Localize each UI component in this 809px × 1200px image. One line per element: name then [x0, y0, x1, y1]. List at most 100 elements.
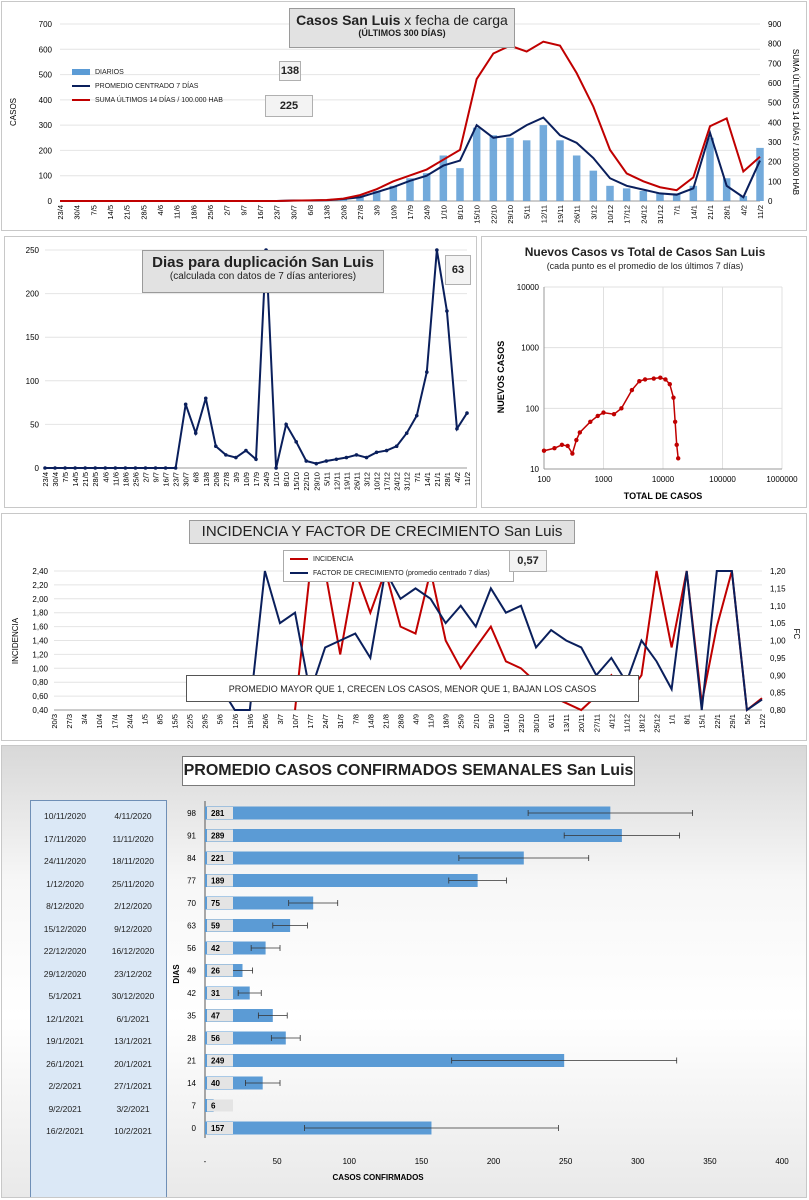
x-tick-label: 23/4	[41, 472, 50, 487]
data-label-bg	[207, 897, 233, 909]
incidencia-chart: 0,40 0,60 0,80 1,00 1,20 1,40 1,60 1,80 2,00 2,20…	[11, 567, 801, 733]
data-point	[672, 419, 678, 424]
data-point	[619, 406, 624, 411]
data-point	[642, 377, 648, 382]
x-tick-label: 17/4	[110, 714, 119, 729]
x-tick-label: 20/8	[339, 205, 348, 220]
x-tick-label: 30/7	[182, 472, 191, 487]
bar	[356, 195, 364, 201]
y-tick-label: 1000	[521, 344, 539, 353]
data-label: 6	[211, 1102, 216, 1111]
y-tick-label: 2,20	[32, 581, 48, 590]
x-tick-label: 1/10	[439, 205, 448, 220]
casos-chart-panel: 0 100 200 300 400 500 600 700 0 100 200 300 400 500 60…	[1, 1, 807, 231]
casos-subtitle: (ÚLTIMOS 300 DÍAS)	[358, 28, 446, 38]
bar	[439, 155, 448, 201]
y2-tick-label: 1,20	[770, 567, 786, 576]
bar	[422, 173, 431, 201]
date-start: 11/11/2020	[112, 833, 154, 844]
incidencia-legend: INCIDENCIA FACTOR DE CRECIMIENTO (promed…	[283, 550, 514, 582]
legend-item-factor: FACTOR DE CRECIMIENTO (promedio centrado…	[290, 566, 507, 580]
legend-item-suma: SUMA ÚLTIMOS 14 DÍAS / 100.000 HAB	[72, 93, 223, 107]
y-tick-label: 250	[26, 246, 40, 255]
data-label: 31	[211, 989, 220, 998]
x-tick-label: 18/6	[121, 472, 130, 487]
data-point	[294, 440, 298, 444]
x-tick-label: 10000	[652, 475, 675, 484]
duplicacion-value-box: 63	[445, 255, 471, 285]
x-tick-label: 25/12	[653, 714, 662, 733]
x-tick-label: 31/7	[336, 714, 345, 729]
x-tick-label: 8/1	[683, 714, 692, 724]
date-end: 19/1/2021	[46, 1036, 84, 1046]
date-start: 2/12/2020	[114, 901, 152, 911]
x-tick-label: 100	[537, 475, 551, 484]
x-tick-label: 21/1	[433, 472, 442, 487]
y-tick-label: 200	[26, 290, 40, 299]
data-label: 189	[211, 877, 225, 886]
category-label: 21	[187, 1057, 196, 1066]
x-tick-label: 23/7	[273, 205, 282, 220]
category-label: 56	[187, 944, 196, 953]
x-tick-label: 28/5	[139, 205, 148, 220]
bar	[756, 147, 764, 201]
x-tick-label: 22/5	[186, 714, 195, 729]
bar	[589, 170, 598, 201]
y-tick-label: 100	[526, 404, 540, 413]
data-label-bg	[207, 1122, 233, 1134]
bar	[456, 168, 464, 201]
x-tick-label: 4/12	[607, 714, 616, 729]
date-end: 29/12/2020	[43, 968, 87, 979]
data-point	[193, 431, 198, 435]
x-tick-label: 9/7	[152, 472, 161, 482]
y-tick-label: 150	[26, 333, 40, 342]
date-range-row: 10/11/2020 4/11/2020	[31, 811, 168, 825]
data-point	[611, 412, 617, 417]
date-range-row: 8/12/2020 2/12/2020	[31, 901, 168, 915]
x-tick-label: 8/10	[456, 205, 465, 220]
y-tick-label: 1,80	[32, 609, 48, 618]
x-tick-label: 15/5	[171, 714, 180, 729]
bar	[205, 806, 611, 820]
data-point	[574, 437, 579, 443]
y-tick-label: 600	[39, 45, 53, 54]
data-point	[559, 442, 565, 448]
x-tick-label: 30/10	[532, 714, 541, 733]
data-point	[552, 446, 557, 451]
bar	[622, 188, 631, 201]
x-tick-label: 13/8	[323, 205, 332, 220]
x-tick-label: 8/5	[155, 714, 164, 724]
bar	[722, 178, 731, 201]
data-point	[203, 396, 208, 401]
data-point	[224, 453, 228, 457]
y2-tick-label: 900	[768, 20, 782, 29]
scatter-chart-panel: 100 1000 10000 100000 1000000 10 100 1000 10000 T…	[481, 236, 807, 508]
x-tick-label: 31/12	[656, 205, 665, 224]
data-label-bg	[207, 1009, 233, 1022]
x-tick-label: 22/10	[489, 205, 498, 224]
data-point	[183, 402, 188, 407]
category-label: 42	[187, 989, 196, 998]
data-label: 75	[211, 899, 220, 908]
data-point	[667, 381, 672, 387]
data-point	[435, 248, 439, 252]
x-tick-label: 21/5	[81, 472, 90, 487]
x-tick-label: 12/11	[539, 205, 548, 223]
data-point	[601, 410, 606, 415]
x-tick-label: 5/11	[322, 472, 331, 486]
incidencia-title-box: INCIDENCIA Y FACTOR DE CRECIMIENTO San L…	[189, 520, 575, 544]
data-point	[314, 461, 319, 466]
x-tick-label: 8/10	[282, 472, 291, 487]
category-label: 28	[187, 1034, 196, 1043]
y2-tick-label: 600	[768, 79, 782, 88]
category-label: 77	[187, 877, 196, 886]
legend-item-diarios: DIARIOS	[72, 65, 223, 79]
date-start: 9/12/2020	[114, 923, 152, 934]
data-label-bg	[207, 1032, 233, 1044]
y-tick-label: 1,00	[32, 664, 48, 673]
x-tick-label: 3/4	[80, 714, 89, 724]
suma-line	[60, 40, 761, 202]
data-point	[595, 413, 600, 419]
date-range-row: 12/1/2021 6/1/2021	[31, 1014, 168, 1028]
